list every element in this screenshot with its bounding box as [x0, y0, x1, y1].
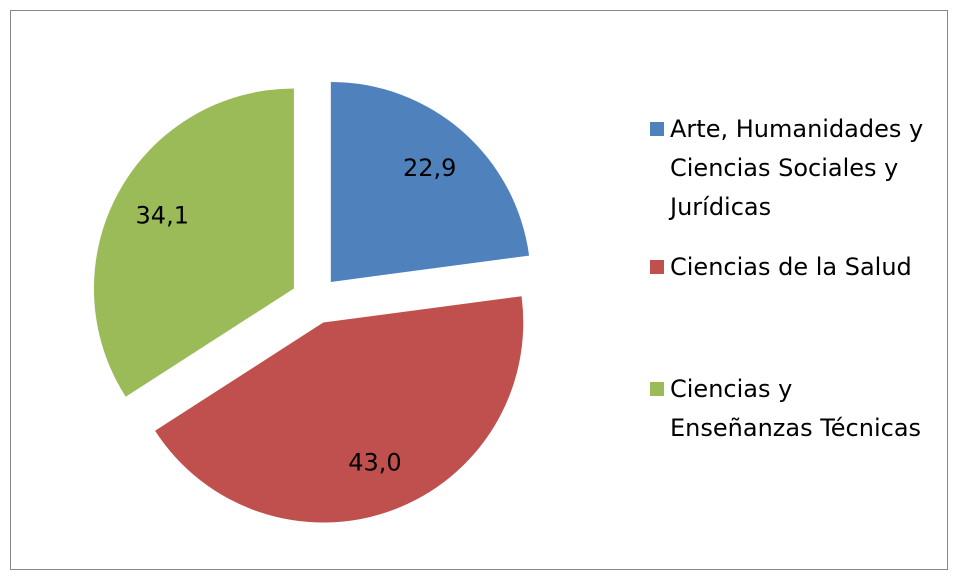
- legend-item: Arte, Humanidades y Ciencias Sociales y …: [650, 110, 940, 227]
- pie-slice: [330, 81, 530, 282]
- legend-swatch: [650, 122, 664, 136]
- legend-label: Arte, Humanidades y Ciencias Sociales y …: [670, 115, 924, 221]
- legend-swatch: [650, 382, 664, 396]
- pie-slice: [93, 88, 294, 397]
- legend-label: Ciencias y Enseñanzas Técnicas: [670, 375, 922, 442]
- data-label: 34,1: [136, 202, 189, 230]
- data-label: 22,9: [403, 154, 456, 182]
- legend-item: Ciencias de la Salud: [650, 248, 940, 287]
- legend-item: Ciencias y Enseñanzas Técnicas: [650, 370, 940, 448]
- pie-slice: [155, 296, 524, 523]
- data-label: 43,0: [348, 448, 401, 476]
- legend-label: Ciencias de la Salud: [670, 253, 912, 281]
- legend-swatch: [650, 260, 664, 274]
